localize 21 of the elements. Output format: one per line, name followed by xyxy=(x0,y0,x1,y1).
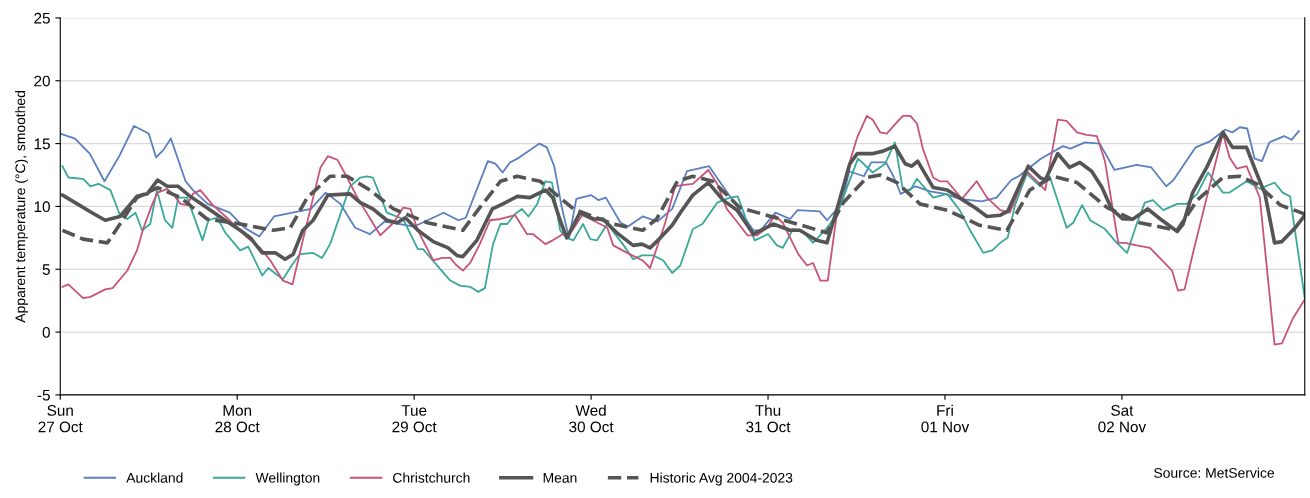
y-axis-title: Apparent temperature (°C), smoothed xyxy=(15,91,28,323)
y-tick-label: 10 xyxy=(34,201,50,213)
legend-label: Mean xyxy=(543,473,577,483)
y-tick-label: 20 xyxy=(34,75,50,87)
legend-label: Christchurch xyxy=(393,472,470,483)
y-tick-label: 15 xyxy=(34,138,50,150)
y-tick-label: -5 xyxy=(37,389,50,401)
x-tick-label: Sun 27 Oct xyxy=(38,405,83,433)
x-tick-label: Thu 31 Oct xyxy=(746,404,791,433)
legend-label: Historic Avg 2004-2023 xyxy=(650,472,793,486)
x-tick-label: Fri 01 Nov xyxy=(921,404,970,433)
x-tick-label: Sat 02 Nov xyxy=(1098,405,1147,433)
y-tick-label: 5 xyxy=(42,264,50,275)
x-tick-label: Wed 30 Oct xyxy=(569,404,614,433)
x-tick-label: Mon 28 Oct xyxy=(215,405,260,433)
y-tick-label: 0 xyxy=(42,326,50,338)
legend-label: Wellington xyxy=(255,472,320,486)
legend-label: Auckland xyxy=(126,472,183,483)
x-tick-label: Tue 29 Oct xyxy=(392,405,437,433)
y-tick-label: 25 xyxy=(34,12,50,24)
source-note: Source: MetService xyxy=(1154,467,1275,478)
